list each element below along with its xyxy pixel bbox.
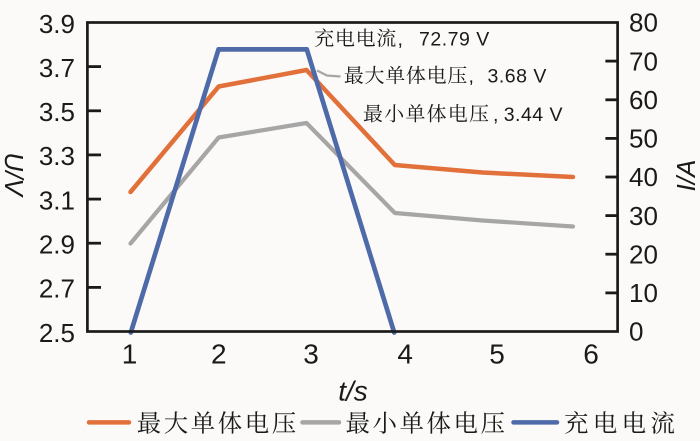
svg-text:2.9: 2.9 bbox=[39, 230, 75, 260]
svg-text:4: 4 bbox=[397, 338, 413, 369]
svg-text:2: 2 bbox=[211, 338, 227, 369]
svg-text:,: , bbox=[469, 66, 474, 88]
svg-text:72.79 V: 72.79 V bbox=[419, 28, 490, 50]
svg-text:1: 1 bbox=[122, 338, 138, 369]
svg-text:2.5: 2.5 bbox=[39, 318, 75, 348]
svg-text:3.5: 3.5 bbox=[39, 97, 75, 127]
svg-text:3.68 V: 3.68 V bbox=[488, 66, 547, 88]
svg-text:20: 20 bbox=[629, 239, 658, 269]
svg-text:I/A: I/A bbox=[671, 160, 700, 192]
svg-text:80: 80 bbox=[629, 8, 658, 38]
svg-text:2.7: 2.7 bbox=[39, 274, 75, 304]
svg-text:,: , bbox=[493, 104, 498, 126]
svg-text:30: 30 bbox=[629, 201, 658, 231]
svg-text:0: 0 bbox=[629, 317, 643, 347]
svg-text:3.1: 3.1 bbox=[39, 185, 75, 215]
svg-text:,: , bbox=[398, 28, 403, 50]
svg-text:3.9: 3.9 bbox=[39, 9, 75, 39]
svg-text:70: 70 bbox=[629, 46, 658, 76]
svg-text:3.44 V: 3.44 V bbox=[504, 104, 563, 126]
svg-text:3: 3 bbox=[303, 338, 319, 369]
svg-text:3.3: 3.3 bbox=[39, 141, 75, 171]
svg-text:5: 5 bbox=[489, 338, 505, 369]
svg-text:t/s: t/s bbox=[338, 376, 368, 407]
svg-text:50: 50 bbox=[629, 124, 658, 154]
svg-text:10: 10 bbox=[629, 278, 658, 308]
svg-text:6: 6 bbox=[583, 338, 599, 369]
svg-text:U/V: U/V bbox=[0, 152, 29, 198]
svg-text:60: 60 bbox=[629, 85, 658, 115]
svg-text:40: 40 bbox=[629, 162, 658, 192]
svg-text:3.7: 3.7 bbox=[39, 53, 75, 83]
